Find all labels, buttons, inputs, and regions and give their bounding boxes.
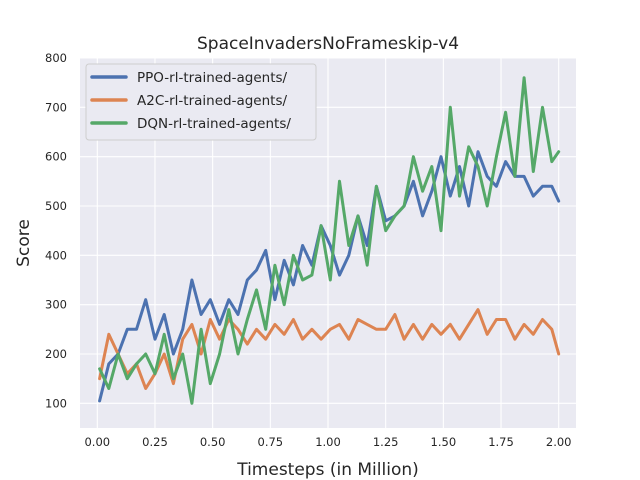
x-tick-label: 1.00 [315,435,341,449]
x-tick-label: 1.75 [488,435,514,449]
x-tick-label: 1.25 [373,435,399,449]
y-tick-label: 800 [45,51,67,65]
grid-lines [80,57,576,428]
x-tick-label: 0.00 [84,435,110,449]
series-lines [98,76,561,405]
y-tick-labels: 100 200 300 400 500 600 700 800 [45,51,67,410]
y-axis-label: Score [14,219,34,267]
series-line-3 [98,76,561,405]
x-axis-label: Timesteps (in Million) [236,460,419,480]
y-tick-label: 200 [45,347,67,361]
legend-label: PPO-rl-trained-agents/ [137,70,288,86]
legend-label: DQN-rl-trained-agents/ [137,116,291,132]
y-tick-label: 100 [45,396,67,410]
x-tick-label: 0.75 [258,435,284,449]
chart-title: SpaceInvadersNoFrameskip-v4 [197,34,459,54]
x-tick-label: 0.50 [200,435,226,449]
y-tick-label: 500 [45,199,67,213]
x-tick-label: 2.00 [546,435,572,449]
x-tick-label: 0.25 [142,435,168,449]
y-tick-label: 700 [45,100,67,114]
legend-box [85,63,317,141]
y-tick-label: 400 [45,248,67,262]
legend: PPO-rl-trained-agents/A2C-rl-trained-age… [85,63,317,141]
x-tick-label: 1.50 [431,435,457,449]
y-tick-label: 300 [45,298,67,312]
y-tick-label: 600 [45,150,67,164]
x-tick-labels: 0.00 0.25 0.50 0.75 1.00 1.25 1.50 1.75 2.00 [84,435,571,449]
series-line-1 [98,150,561,403]
legend-label: A2C-rl-trained-agents/ [137,93,287,109]
